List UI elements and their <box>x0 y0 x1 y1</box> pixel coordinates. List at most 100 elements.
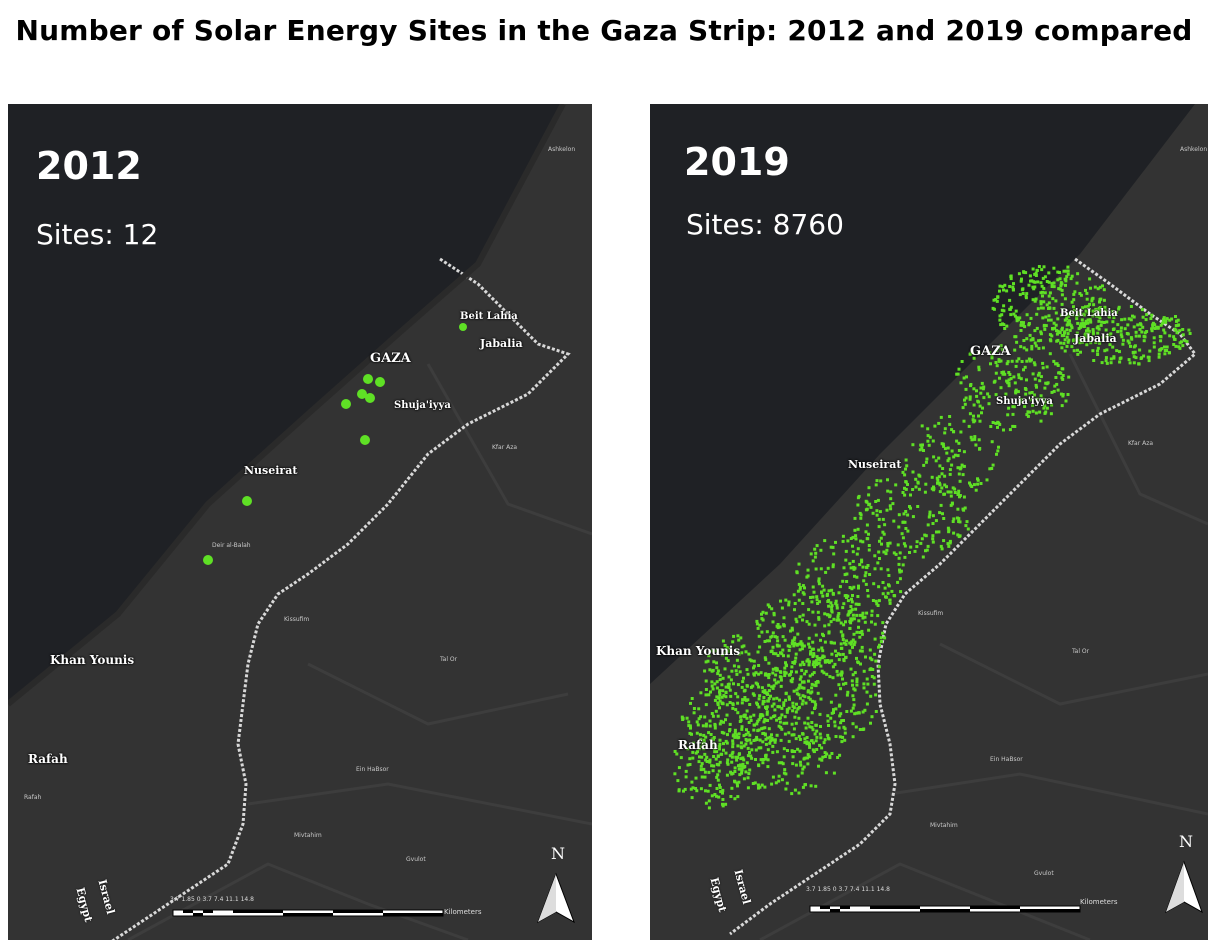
solar-site <box>975 389 978 393</box>
solar-site <box>1015 359 1019 363</box>
solar-site <box>1131 314 1134 318</box>
solar-site <box>782 755 786 759</box>
solar-site <box>1140 330 1144 334</box>
solar-site <box>724 751 728 755</box>
solar-site <box>735 658 739 662</box>
solar-site <box>764 737 768 741</box>
solar-site <box>737 780 741 784</box>
solar-site <box>866 594 870 598</box>
solar-site <box>877 599 881 603</box>
solar-site <box>897 556 901 560</box>
solar-site <box>721 802 724 806</box>
minor-tal-or: Tal Or <box>1072 648 1090 655</box>
solar-site <box>753 781 757 785</box>
solar-site <box>745 716 749 720</box>
solar-site <box>1025 337 1029 341</box>
solar-site <box>761 690 765 694</box>
solar-site <box>1091 349 1095 353</box>
solar-site <box>883 636 887 640</box>
solar-site <box>808 674 812 678</box>
solar-site <box>1005 324 1009 328</box>
solar-site <box>797 598 801 602</box>
solar-site <box>794 710 798 714</box>
solar-site <box>748 733 752 737</box>
solar-site <box>1060 346 1064 350</box>
solar-site <box>822 588 826 592</box>
solar-site <box>870 609 874 613</box>
solar-site <box>689 787 693 791</box>
solar-site <box>817 616 821 620</box>
solar-site <box>1009 275 1013 279</box>
solar-site <box>714 757 718 761</box>
solar-site <box>1050 334 1054 338</box>
solar-site <box>1060 313 1064 317</box>
solar-site <box>365 393 375 403</box>
solar-site <box>774 781 778 785</box>
solar-site <box>815 595 819 599</box>
solar-site <box>765 639 769 643</box>
solar-site <box>845 596 848 599</box>
solar-site <box>1119 333 1123 337</box>
solar-site <box>801 699 805 703</box>
solar-site <box>861 710 865 714</box>
solar-site <box>784 691 788 695</box>
solar-site <box>738 767 742 771</box>
solar-site <box>728 729 731 733</box>
solar-site <box>889 490 893 494</box>
solar-site <box>867 548 871 552</box>
solar-site <box>977 438 981 442</box>
solar-site <box>726 762 730 766</box>
solar-site <box>817 579 821 583</box>
solar-site <box>765 712 769 716</box>
solar-site <box>761 740 765 744</box>
solar-site <box>760 783 764 787</box>
solar-site <box>1084 319 1088 323</box>
solar-site <box>936 481 939 485</box>
solar-site <box>942 517 946 520</box>
solar-site <box>699 768 703 772</box>
solar-site <box>1043 275 1047 279</box>
solar-site <box>1037 265 1041 268</box>
solar-site <box>999 323 1003 327</box>
solar-site <box>762 731 766 735</box>
solar-site <box>785 721 789 725</box>
solar-site <box>808 745 812 749</box>
solar-site <box>1079 322 1083 326</box>
solar-site <box>949 503 953 507</box>
solar-site <box>819 697 823 701</box>
solar-site <box>858 511 862 515</box>
solar-site <box>1132 351 1136 355</box>
solar-site <box>1044 324 1048 328</box>
solar-site <box>1140 308 1144 312</box>
solar-site <box>915 540 919 544</box>
solar-site <box>1005 379 1009 383</box>
solar-site <box>766 736 770 740</box>
solar-site <box>1164 319 1168 323</box>
solar-site <box>875 513 879 517</box>
solar-site <box>1072 305 1075 309</box>
solar-site <box>810 600 814 604</box>
solar-site <box>814 567 818 571</box>
solar-site <box>1031 372 1035 376</box>
solar-site <box>1068 328 1072 332</box>
page-title: Number of Solar Energy Sites in the Gaza… <box>15 14 1193 47</box>
solar-site <box>813 623 817 627</box>
solar-site <box>790 642 794 646</box>
solar-site <box>1104 309 1107 313</box>
solar-site <box>1035 326 1039 330</box>
solar-site <box>858 649 862 653</box>
solar-site <box>900 532 904 536</box>
solar-site <box>1175 319 1179 323</box>
solar-site <box>853 640 857 644</box>
solar-site <box>1064 283 1067 287</box>
solar-site <box>1058 271 1061 274</box>
solar-site <box>702 733 706 737</box>
solar-site <box>1050 390 1054 394</box>
solar-site <box>772 702 776 706</box>
solar-site <box>886 591 890 595</box>
solar-site <box>707 770 711 774</box>
solar-site <box>990 354 994 358</box>
solar-site <box>1044 381 1048 385</box>
solar-site <box>771 744 775 748</box>
solar-site <box>780 706 784 710</box>
